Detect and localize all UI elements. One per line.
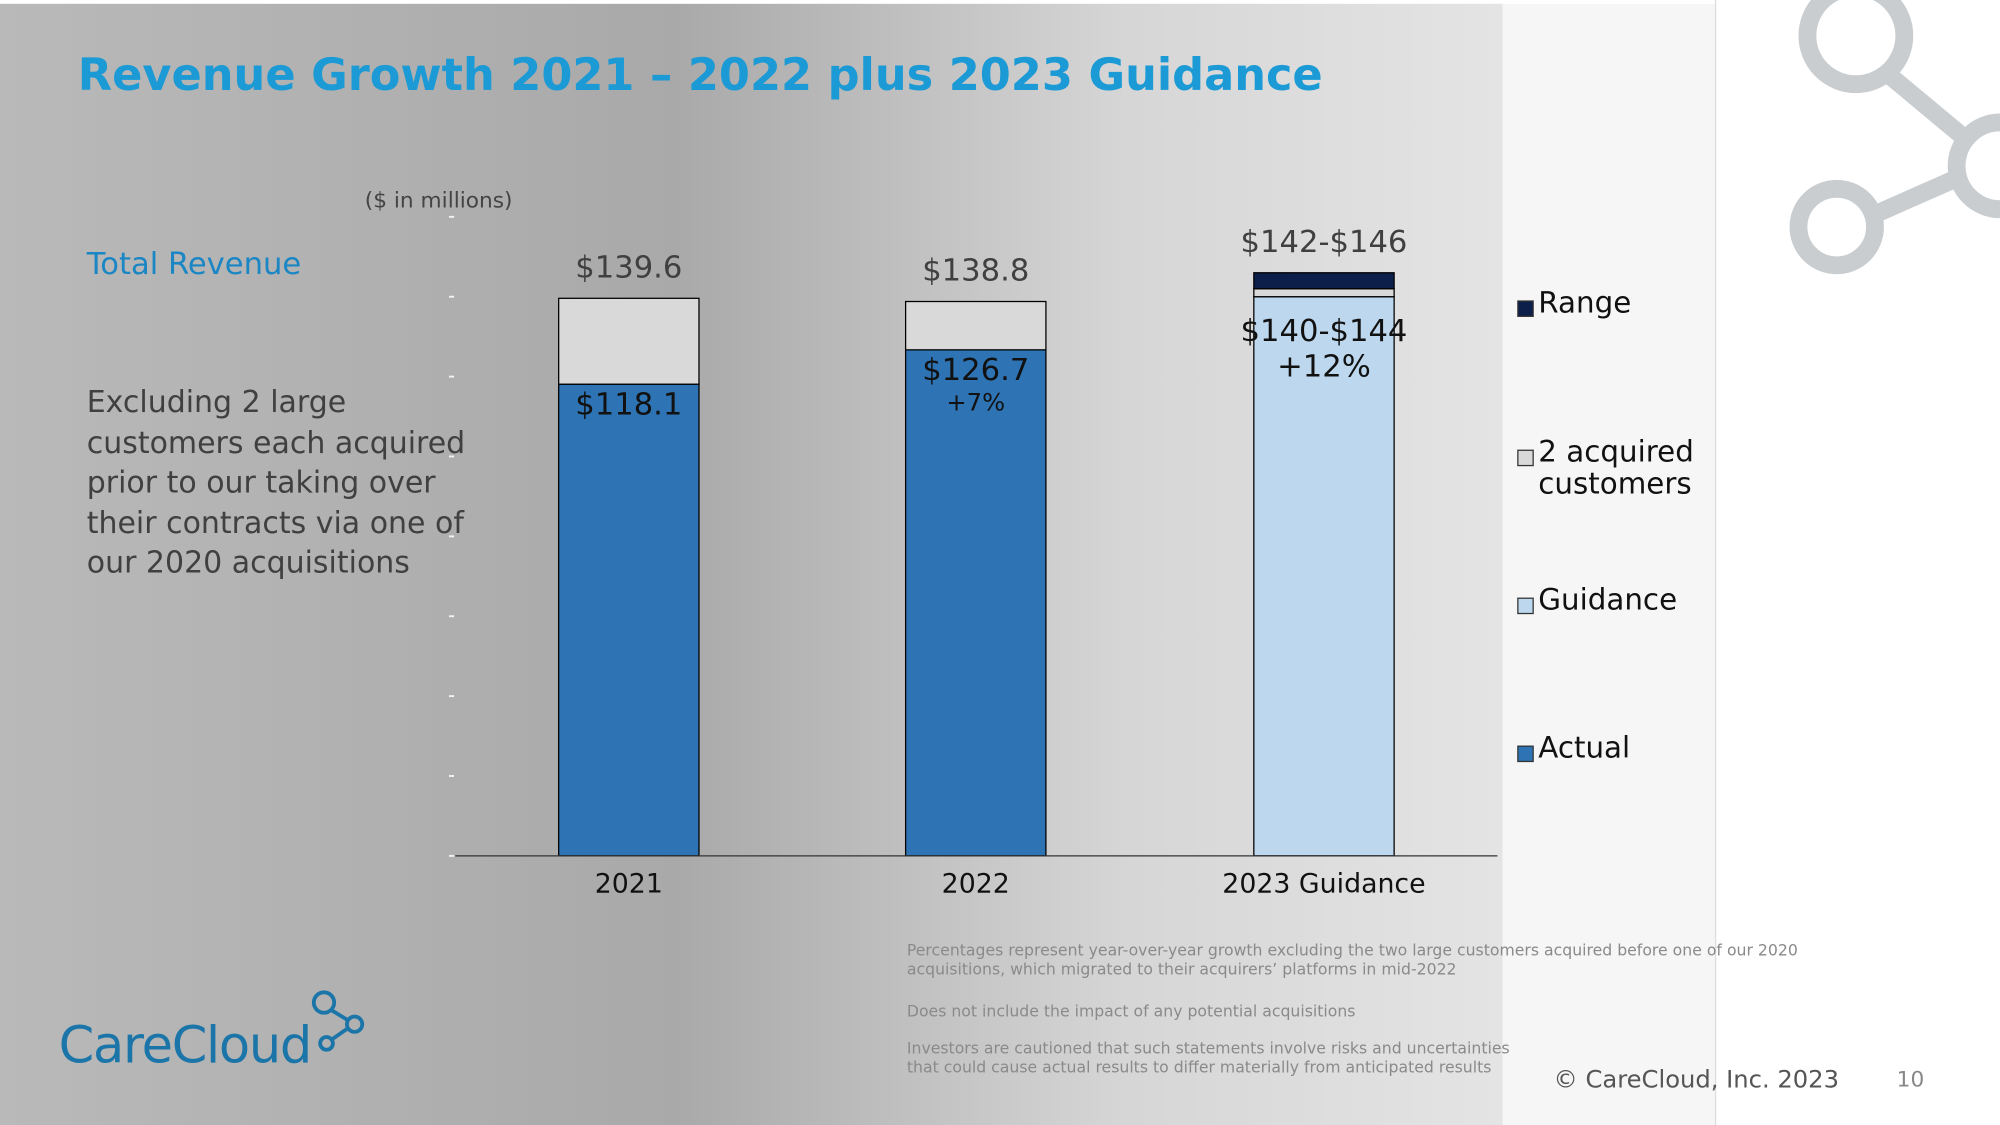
bar-segment <box>1253 272 1395 290</box>
side-heading: Total Revenue <box>86 247 302 282</box>
legend-swatch <box>1517 449 1534 467</box>
side-note: Excluding 2 large customers each acquire… <box>86 383 466 581</box>
logo-text: CareCloud <box>59 1016 311 1075</box>
side-panel <box>1502 3 1716 1125</box>
footnote-box: Does not include the impact of any poten… <box>906 1002 1356 1021</box>
value-label: $140-$144 <box>1241 314 1408 349</box>
logo-icon <box>311 990 365 1052</box>
bar-segment <box>558 297 700 385</box>
chart: $118.1 $139.6 2021 $126.7+7% $138.8 2022 $140-… <box>448 215 1694 900</box>
photo-background <box>0 3 1503 1125</box>
total-label: $139.6 <box>575 250 682 285</box>
growth-label: +12% <box>1277 350 1371 385</box>
footnote-box: Investors are cautioned that such statem… <box>906 1039 1510 1077</box>
value-label: $126.7 <box>922 353 1029 388</box>
units-label: ($ in millions) <box>365 189 513 214</box>
x-tick-label: 2023 Guidance <box>1222 869 1425 900</box>
legend-label-box: Range <box>1538 288 1632 321</box>
title: Revenue Growth 2021 – 2022 plus 2023 Gui… <box>78 49 1323 101</box>
value-label: $118.1 <box>575 387 682 422</box>
legend-label-box: 2 acquired customers <box>1538 437 1694 502</box>
legend-label-box: Actual <box>1538 733 1631 766</box>
x-tick-label: 2022 <box>942 869 1010 900</box>
legend-label-box: Guidance <box>1538 585 1678 618</box>
legend-label: Guidance <box>1538 585 1678 618</box>
legend-swatch <box>1517 300 1534 317</box>
legend-label: Range <box>1538 288 1632 321</box>
side-note-box: Excluding 2 large customers each acquire… <box>86 383 466 581</box>
bar-segment <box>1253 288 1395 298</box>
footnote: Investors are cautioned that such statem… <box>906 1039 1510 1077</box>
growth-label: +7% <box>946 388 1005 416</box>
bar-segment <box>904 349 1047 857</box>
total-label: $142-$146 <box>1241 225 1408 260</box>
decor-icon <box>1789 0 2000 275</box>
legend-swatch <box>1517 745 1534 763</box>
x-tick-label: 2021 <box>595 869 663 900</box>
footnote-box: Percentages represent year-over-year gro… <box>906 941 1798 979</box>
legend-swatch <box>1517 597 1534 615</box>
bar-segment <box>904 300 1047 351</box>
legend-label: Actual <box>1538 733 1631 766</box>
footnote: Percentages represent year-over-year gro… <box>906 941 1798 979</box>
page-number: 10 <box>1897 1067 1925 1092</box>
legend-label: 2 acquired customers <box>1538 437 1694 502</box>
bar-segment <box>558 383 700 857</box>
footnote: Does not include the impact of any poten… <box>906 1002 1356 1021</box>
copyright: © CareCloud, Inc. 2023 <box>1554 1065 1839 1093</box>
total-label: $138.8 <box>922 254 1029 289</box>
bar-segment <box>1253 296 1395 857</box>
